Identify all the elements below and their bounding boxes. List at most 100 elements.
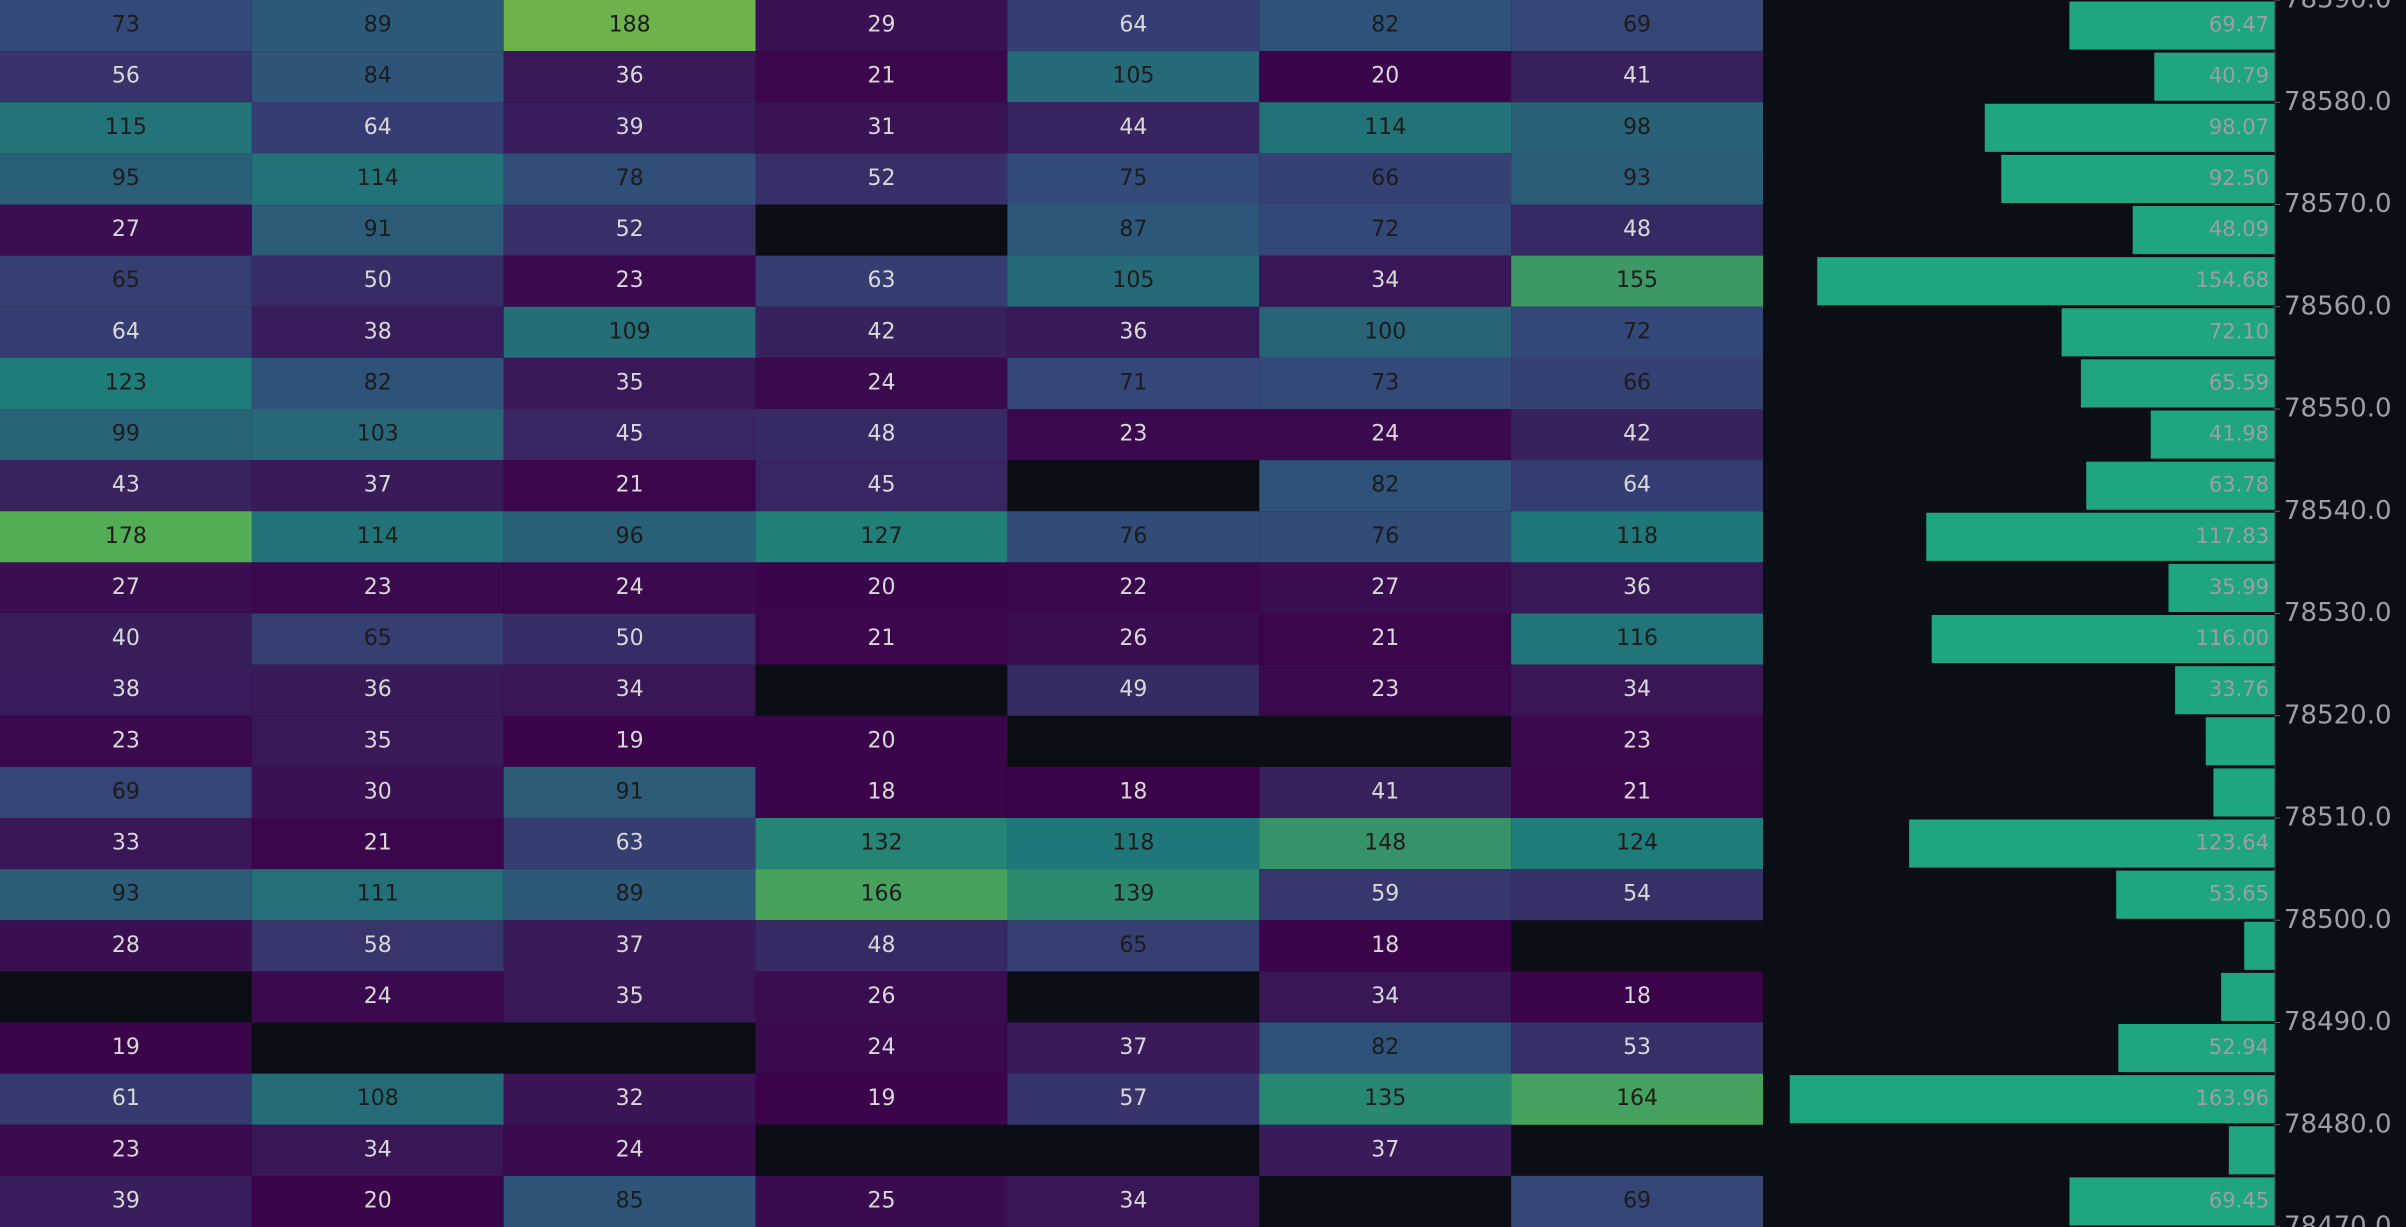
cell-label: 64 [1623, 473, 1651, 498]
bar-label: 48.09 [2209, 217, 2269, 241]
heatmap-cell [1259, 460, 1512, 512]
heatmap-cell [1511, 562, 1763, 614]
cell-label: 34 [616, 677, 644, 702]
heatmap-cell [1511, 1073, 1763, 1125]
bar-label: 41.98 [2209, 422, 2269, 446]
heatmap-cell [1511, 869, 1763, 921]
heatmap-cell [0, 0, 252, 52]
cell-label: 37 [1371, 1137, 1399, 1162]
heatmap-cell [0, 204, 252, 256]
y-tick-label: 78540.0 [2284, 496, 2392, 526]
cell-label: 155 [1616, 268, 1658, 293]
cell-label: 19 [616, 728, 644, 753]
heatmap-cell [755, 1175, 1008, 1227]
heatmap-cell [755, 460, 1008, 512]
heatmap-cell [755, 613, 1008, 665]
cell-label: 69 [112, 779, 140, 804]
volume-bar [2175, 666, 2275, 715]
volume-bar [2001, 154, 2275, 203]
cell-label: 64 [1119, 13, 1147, 38]
heatmap-cell [1511, 204, 1763, 256]
cell-label: 63 [868, 268, 896, 293]
heatmap-cell [0, 1175, 252, 1227]
cell-label: 34 [1119, 1188, 1147, 1213]
y-tick-label: 78470.0 [2284, 1212, 2392, 1227]
cell-label: 44 [1119, 115, 1147, 140]
heatmap-cell [1511, 409, 1763, 461]
heatmap-cell [251, 204, 504, 256]
cell-label: 164 [1616, 1086, 1658, 1111]
heatmap-cell [251, 818, 504, 870]
cell-label: 20 [1371, 64, 1399, 89]
heatmap-cell [503, 357, 756, 409]
heatmap-cell [1259, 0, 1512, 52]
heatmap-cell [1511, 102, 1763, 154]
cell-label: 35 [616, 984, 644, 1009]
heatmap-cell [0, 357, 252, 409]
volume-bar [1909, 819, 2275, 868]
heatmap-cell [503, 460, 756, 512]
cell-label: 18 [1119, 779, 1147, 804]
heatmap-cell [503, 971, 756, 1023]
heatmap-cell [0, 766, 252, 818]
cell-label: 98 [1623, 115, 1651, 140]
cell-label: 72 [1371, 217, 1399, 242]
heatmap-cell [1259, 153, 1512, 205]
y-tick-label: 78480.0 [2284, 1109, 2392, 1139]
cell-label: 36 [1623, 575, 1651, 600]
cell-label: 85 [616, 1188, 644, 1213]
volume-bar [1931, 615, 2275, 664]
bar-label: 40.79 [2209, 64, 2269, 88]
heatmap-cell [503, 664, 756, 716]
volume-bar [2118, 1024, 2275, 1073]
heatmap-cell [0, 562, 252, 614]
cell-label: 99 [112, 422, 140, 447]
heatmap-cell [1511, 511, 1763, 563]
heatmap-cell [251, 664, 504, 716]
cell-label: 29 [868, 13, 896, 38]
cell-label: 78 [616, 166, 644, 191]
cell-label: 91 [364, 217, 392, 242]
cell-label: 84 [364, 64, 392, 89]
heatmap-cell [1259, 869, 1512, 921]
heatmap-cell [0, 511, 252, 563]
heatmap-cell [1511, 460, 1763, 512]
heatmap-cell [251, 562, 504, 614]
heatmap-cell [251, 715, 504, 767]
cell-label: 23 [364, 575, 392, 600]
heatmap-cell [251, 409, 504, 461]
cell-label: 50 [364, 268, 392, 293]
volume-bar [1984, 103, 2275, 152]
heatmap-cell [0, 869, 252, 921]
cell-label: 105 [1112, 268, 1154, 293]
heatmap-cell [503, 1175, 756, 1227]
cell-label: 66 [1623, 370, 1651, 395]
heatmap-cell [1259, 1073, 1512, 1125]
heatmap-cell [1007, 306, 1260, 358]
bar-label: 65.59 [2209, 370, 2269, 394]
heatmap-cell [251, 306, 504, 358]
heatmap-cell [503, 0, 756, 52]
heatmap-cell [251, 153, 504, 205]
heatmap-cell [1259, 613, 1512, 665]
y-tick-label: 78570.0 [2284, 189, 2392, 219]
bar-label: 92.50 [2209, 166, 2269, 190]
cell-label: 48 [1623, 217, 1651, 242]
heatmap-cell [0, 664, 252, 716]
cell-label: 28 [112, 933, 140, 958]
heatmap-cell [1511, 971, 1763, 1023]
cell-label: 100 [1364, 319, 1406, 344]
heatmap-cell [1511, 715, 1763, 767]
bar-label: 63.78 [2209, 473, 2269, 497]
cell-label: 118 [1112, 831, 1154, 856]
heatmap-cell [251, 51, 504, 103]
heatmap-cell [1007, 818, 1260, 870]
cell-label: 65 [364, 626, 392, 651]
cell-label: 23 [616, 268, 644, 293]
volume-bar [2228, 1126, 2275, 1175]
cell-label: 27 [112, 575, 140, 600]
heatmap-cell [1007, 102, 1260, 154]
heatmap-cell [251, 102, 504, 154]
cell-label: 114 [357, 524, 399, 549]
cell-label: 20 [868, 575, 896, 600]
